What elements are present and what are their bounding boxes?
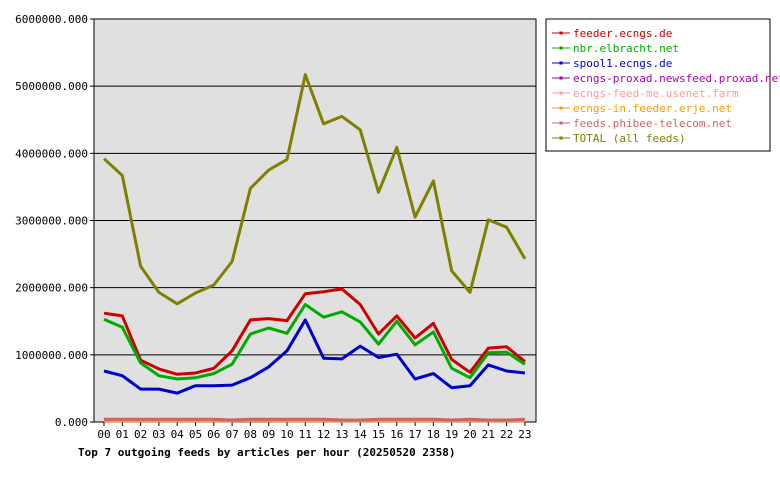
x-tick-label: 06 bbox=[207, 428, 220, 441]
x-tick-label: 02 bbox=[134, 428, 147, 441]
x-axis: 00 01 02 03 04 05 06 07 08 09 10 11 12 13 14 15 16 17 18 19… bbox=[97, 428, 531, 441]
x-tick-label: 10 bbox=[280, 428, 293, 441]
series-line-0 bbox=[103, 287, 526, 376]
x-tick-label: 12 bbox=[317, 428, 330, 441]
x-tick-label: 22 bbox=[500, 428, 513, 441]
x-tick-label: 21 bbox=[482, 428, 495, 441]
x-tick-label: 04 bbox=[171, 428, 185, 441]
x-tick-label: 18 bbox=[427, 428, 440, 441]
x-tick-label: 07 bbox=[225, 428, 238, 441]
chart-title: Top 7 outgoing feeds by articles per hou… bbox=[78, 446, 456, 459]
x-tick-label: 14 bbox=[354, 428, 368, 441]
series-line-2 bbox=[103, 318, 526, 395]
y-tick-label: 1000000.000 bbox=[15, 349, 88, 362]
series-line-1 bbox=[103, 303, 526, 381]
y-tick-label: 6000000.000 bbox=[15, 13, 88, 26]
x-tick-label: 11 bbox=[299, 428, 312, 441]
legend-label: feeder.ecngs.de bbox=[573, 27, 672, 40]
legend-label: TOTAL (all feeds) bbox=[573, 132, 686, 145]
legend-marker bbox=[559, 136, 563, 140]
legend-label: ecngs-in.feeder.erje.net bbox=[573, 102, 732, 115]
x-tick-label: 23 bbox=[518, 428, 531, 441]
x-tick-label: 01 bbox=[116, 428, 129, 441]
y-tick-label: 4000000.000 bbox=[15, 147, 88, 160]
gridlines bbox=[90, 18, 536, 426]
x-tick-label: 00 bbox=[97, 428, 110, 441]
y-tick-label: 5000000.000 bbox=[15, 80, 88, 93]
series-lines bbox=[102, 73, 527, 423]
y-tick-label: 2000000.000 bbox=[15, 282, 88, 295]
legend: feeder.ecngs.de nbr.elbracht.net spool1.ec… bbox=[545, 18, 780, 152]
legend-marker bbox=[559, 31, 563, 35]
x-tick-label: 17 bbox=[408, 428, 421, 441]
x-tick-label: 20 bbox=[463, 428, 476, 441]
legend-label: nbr.elbracht.net bbox=[573, 42, 679, 55]
y-tick-label: 0.000 bbox=[55, 416, 88, 429]
x-tick-label: 09 bbox=[262, 428, 275, 441]
legend-marker bbox=[559, 121, 563, 125]
legend-marker bbox=[559, 76, 563, 80]
y-tick-label: 3000000.000 bbox=[15, 215, 88, 228]
legend-marker bbox=[559, 91, 563, 95]
x-tick-label: 16 bbox=[390, 428, 403, 441]
x-tick-label: 08 bbox=[244, 428, 257, 441]
legend-marker bbox=[559, 61, 563, 65]
x-tick-label: 19 bbox=[445, 428, 458, 441]
series-line-6 bbox=[104, 417, 525, 422]
x-tick-label: 13 bbox=[335, 428, 348, 441]
legend-label: ecngs-feed-me.usenet.farm bbox=[573, 87, 739, 100]
y-axis: 0.000 1000000.000 2000000.000 3000000.000 40… bbox=[15, 13, 88, 429]
x-tick-label: 05 bbox=[189, 428, 202, 441]
legend-items: feeder.ecngs.de nbr.elbracht.net spool1.ec… bbox=[552, 27, 780, 145]
x-tick-label: 03 bbox=[152, 428, 165, 441]
legend-label: feeds.phibee-telecom.net bbox=[573, 117, 732, 130]
legend-marker bbox=[559, 46, 563, 50]
legend-label: ecngs-proxad.newsfeed.proxad.net bbox=[573, 72, 780, 85]
x-tick-label: 15 bbox=[372, 428, 385, 441]
series-line-7 bbox=[102, 73, 527, 306]
legend-box bbox=[545, 18, 771, 152]
legend-label: spool1.ecngs.de bbox=[573, 57, 672, 70]
legend-marker bbox=[559, 106, 563, 110]
